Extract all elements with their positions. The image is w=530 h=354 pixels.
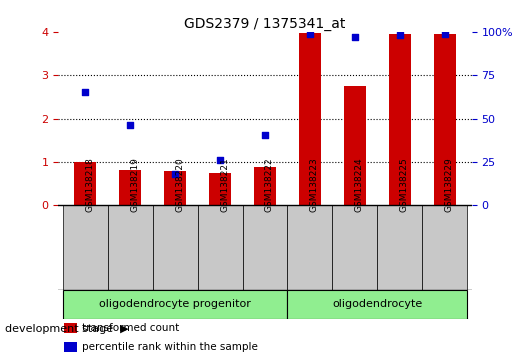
Text: GSM138222: GSM138222 [265,158,274,212]
Text: GSM138221: GSM138221 [220,158,229,212]
Bar [299,33,321,205]
Point [306,31,314,37]
Text: development stage  ▶: development stage ▶ [5,324,129,334]
Bar [198,205,243,290]
Point [351,34,359,40]
Title: GDS2379 / 1375341_at: GDS2379 / 1375341_at [184,17,346,31]
Bar [243,205,287,290]
Bar [377,205,422,290]
Bar [119,170,142,205]
Text: GSM138224: GSM138224 [355,158,364,212]
Bar [422,205,467,290]
Point [261,132,269,138]
Text: GSM138225: GSM138225 [400,158,409,212]
Bar [287,290,467,319]
Bar [153,205,198,290]
Bar [64,323,77,333]
Point [126,122,135,128]
Text: percentile rank within the sample: percentile rank within the sample [82,342,258,352]
Bar [287,205,332,290]
Bar [254,167,276,205]
Text: oligodendrocyte progenitor: oligodendrocyte progenitor [99,299,251,309]
Bar [209,173,231,205]
Bar [388,34,411,205]
Bar [74,162,96,205]
Text: GSM138220: GSM138220 [175,158,184,212]
Bar [108,205,153,290]
Bar [343,86,366,205]
Bar [63,205,108,290]
Text: GSM138229: GSM138229 [445,158,454,212]
Bar [164,171,187,205]
Text: GSM138218: GSM138218 [85,157,94,212]
Point [216,157,224,162]
Bar [63,290,287,319]
Bar [64,342,77,352]
Point [440,31,449,37]
Text: oligodendrocyte: oligodendrocyte [332,299,422,309]
Bar [332,205,377,290]
Text: GSM138219: GSM138219 [130,157,139,212]
Point [81,89,90,95]
Text: GSM138223: GSM138223 [310,158,319,212]
Bar [434,34,456,205]
Text: transformed count: transformed count [82,323,179,333]
Point [395,33,404,38]
Point [171,171,179,177]
